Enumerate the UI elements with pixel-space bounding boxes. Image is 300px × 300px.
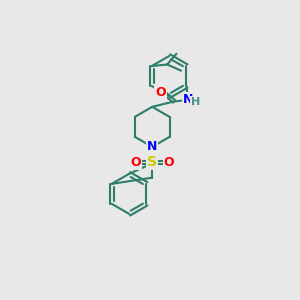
Text: H: H	[191, 97, 200, 107]
Text: S: S	[147, 155, 157, 169]
Text: O: O	[155, 86, 166, 99]
Text: O: O	[164, 156, 175, 169]
Text: N: N	[147, 140, 158, 153]
Text: O: O	[130, 156, 141, 169]
Text: N: N	[183, 93, 193, 106]
